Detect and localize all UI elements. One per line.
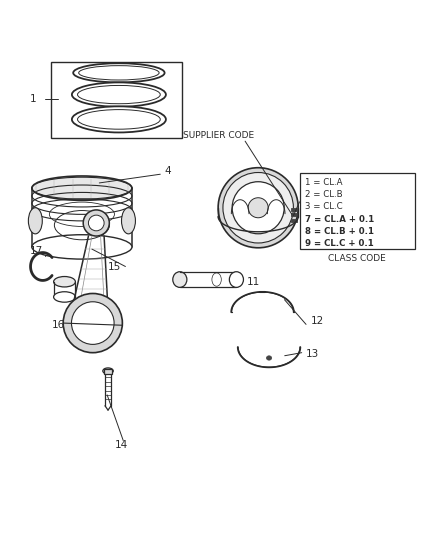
Bar	[51, 62, 182, 138]
Bar	[291, 208, 297, 211]
Ellipse shape	[73, 63, 165, 83]
Text: 16: 16	[51, 320, 65, 330]
Ellipse shape	[248, 198, 268, 218]
Ellipse shape	[71, 302, 114, 344]
Ellipse shape	[223, 173, 293, 243]
Bar	[300, 173, 415, 249]
Text: 14: 14	[115, 440, 128, 450]
Ellipse shape	[83, 210, 110, 236]
Text: 15: 15	[108, 262, 121, 271]
Bar	[291, 219, 297, 222]
Ellipse shape	[32, 235, 132, 259]
Ellipse shape	[53, 277, 75, 287]
Text: 1 = CL.A: 1 = CL.A	[305, 178, 342, 187]
Ellipse shape	[218, 168, 298, 248]
Ellipse shape	[103, 368, 113, 374]
Text: 2 = CL.B: 2 = CL.B	[305, 190, 343, 199]
Ellipse shape	[72, 107, 166, 133]
Ellipse shape	[121, 208, 135, 234]
Ellipse shape	[88, 215, 104, 231]
Text: 13: 13	[306, 349, 319, 359]
Bar	[104, 369, 113, 374]
Ellipse shape	[28, 208, 42, 234]
Text: 8 = CL.B + 0.1: 8 = CL.B + 0.1	[305, 227, 374, 236]
Ellipse shape	[230, 272, 244, 287]
Ellipse shape	[53, 292, 75, 302]
Ellipse shape	[72, 83, 166, 107]
Text: 4: 4	[165, 166, 171, 176]
Ellipse shape	[173, 272, 187, 287]
Text: 1: 1	[30, 94, 36, 104]
Text: CLASS CODE: CLASS CODE	[328, 254, 386, 263]
Text: 17: 17	[30, 246, 43, 256]
Text: 11: 11	[247, 277, 261, 287]
Text: 3 = CL.C: 3 = CL.C	[305, 203, 343, 212]
Text: SUPPLIER CODE: SUPPLIER CODE	[184, 132, 254, 140]
Ellipse shape	[32, 176, 132, 200]
Bar	[291, 213, 297, 216]
Text: 9 = CL.C + 0.1: 9 = CL.C + 0.1	[305, 239, 374, 248]
Ellipse shape	[232, 182, 284, 234]
Ellipse shape	[63, 294, 122, 353]
Text: 7 = CL.A + 0.1: 7 = CL.A + 0.1	[305, 215, 374, 223]
Text: 12: 12	[311, 316, 324, 326]
Ellipse shape	[266, 356, 272, 360]
